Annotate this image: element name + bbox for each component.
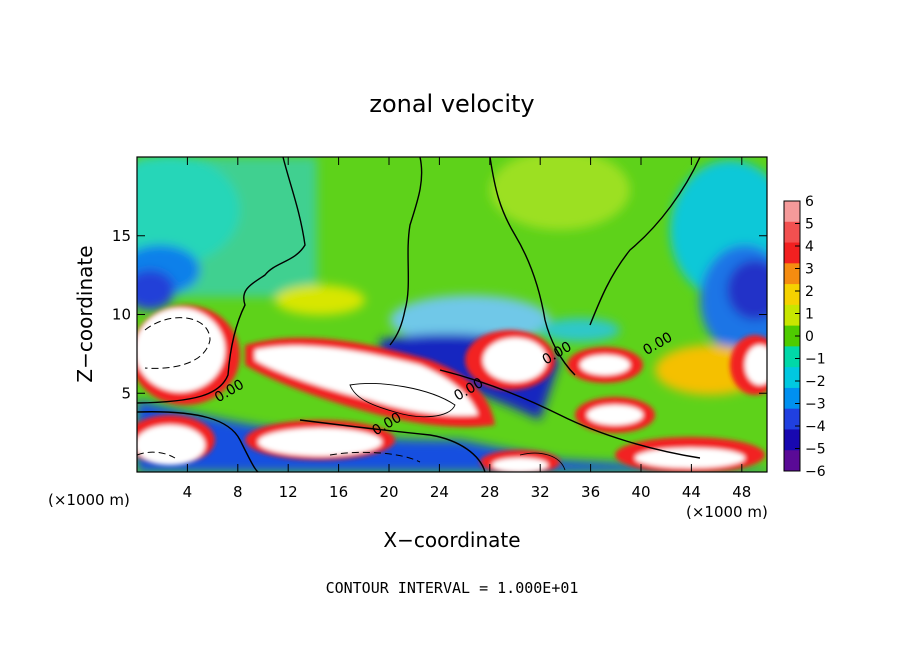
contour-inner	[349, 383, 566, 471]
x-unit-right: (×1000 m)	[686, 503, 768, 521]
x-tick-label: 8	[233, 483, 243, 501]
contour-interval-note: CONTOUR INTERVAL = 1.000E+01	[326, 579, 579, 597]
colorbar-tick-label: 2	[805, 284, 814, 300]
colorbar-tick-label: 3	[805, 262, 814, 278]
x-tick-label: 32	[531, 483, 550, 501]
y-axis-label: Z−coordinate	[73, 245, 97, 382]
colorbar-swatch	[784, 387, 800, 410]
contour-lines	[137, 157, 701, 472]
colorbar-swatch	[784, 450, 800, 472]
colorbar-tick-label: −3	[805, 397, 826, 413]
x-axis: 4 8 12 16 20 24 28 32 36 40 44 48	[183, 157, 751, 501]
x-tick-label: 48	[732, 483, 751, 501]
colorbar-tick-label: −1	[805, 352, 826, 368]
colorbar-tick-label: −4	[805, 419, 826, 435]
x-tick-label: 44	[682, 483, 701, 501]
y-tick-label: 5	[121, 384, 131, 402]
colorbar-swatch	[784, 408, 800, 430]
colorbar-tick-label: 6	[805, 194, 814, 210]
contour-dashed	[137, 317, 421, 463]
field-cores	[137, 305, 767, 472]
colorbar-tick-label: 4	[805, 239, 814, 255]
colorbar-swatch	[784, 242, 800, 264]
x-tick-label: 36	[581, 483, 600, 501]
plot-area: 0.00 0.000.000.00 0.00	[137, 157, 767, 472]
colorbar-tick-label: 0	[805, 329, 814, 345]
colorbar-swatch	[784, 221, 800, 244]
x-tick-label: 4	[183, 483, 193, 501]
colorbar-swatch	[784, 201, 800, 223]
colorbar-swatch	[784, 346, 800, 368]
colorbar-swatch	[784, 284, 800, 306]
colorbar: 6 5 4 3 2 1 0 −1 −2 −3 −4 −5 −6	[783, 194, 826, 480]
colorbar-swatch	[784, 325, 800, 347]
x-tick-label: 24	[430, 483, 449, 501]
x-unit-left: (×1000 m)	[48, 491, 130, 509]
colorbar-swatch	[784, 429, 800, 451]
x-tick-label: 12	[279, 483, 298, 501]
colorbar-tick-label: −6	[805, 464, 826, 480]
x-tick-label: 16	[329, 483, 348, 501]
x-tick-label: 28	[480, 483, 499, 501]
x-tick-label: 20	[379, 483, 398, 501]
y-axis: 5 10 15	[112, 227, 767, 402]
chart-title: zonal velocity	[369, 90, 534, 118]
colorbar-swatch	[784, 304, 800, 327]
colorbar-tick-label: −5	[805, 442, 826, 458]
x-tick-label: 40	[631, 483, 650, 501]
colorbar-tick-label: 1	[805, 307, 814, 323]
colorbar-tick-label: −2	[805, 374, 826, 390]
colorbar-swatch	[784, 367, 800, 389]
x-axis-label: X−coordinate	[383, 528, 520, 552]
y-tick-label: 15	[112, 227, 131, 245]
y-tick-label: 10	[112, 306, 131, 324]
colorbar-swatch	[784, 263, 800, 285]
colorbar-tick-label: 5	[805, 217, 814, 233]
